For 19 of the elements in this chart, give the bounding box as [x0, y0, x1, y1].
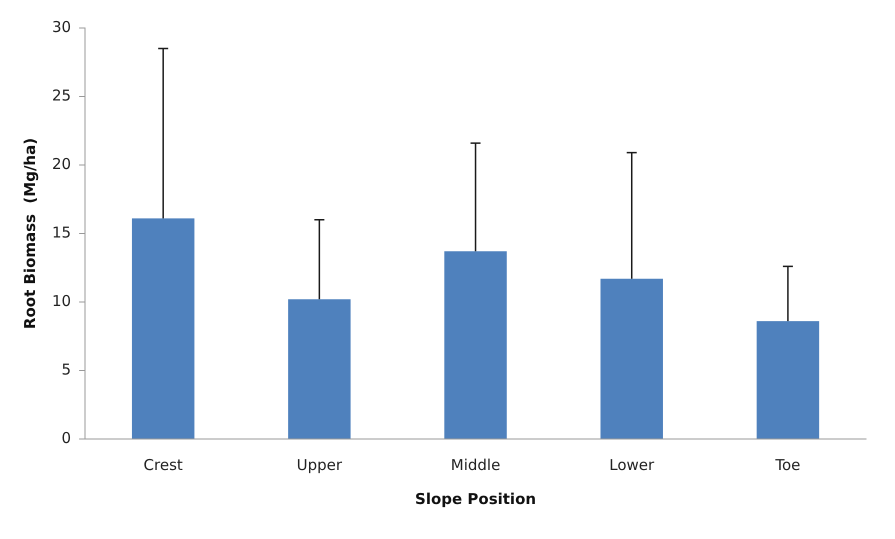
bar	[288, 299, 351, 438]
x-tick-label: Crest	[144, 456, 183, 474]
y-tick-label: 25	[52, 86, 72, 104]
bar	[444, 251, 507, 438]
y-tick-label: 0	[62, 428, 72, 447]
bar	[756, 321, 820, 438]
y-tick-label: 20	[52, 154, 72, 173]
bar	[132, 218, 194, 438]
y-tick-label: 5	[62, 360, 72, 378]
y-tick-label: 30	[52, 18, 72, 36]
x-tick-label: Toe	[774, 456, 800, 474]
bar	[600, 278, 663, 438]
y-tick-label: 15	[52, 223, 72, 242]
x-tick-label: Upper	[296, 456, 343, 474]
y-tick-label: 10	[52, 292, 72, 310]
x-tick-label: Middle	[450, 456, 500, 474]
x-tick-label: Lower	[609, 456, 656, 474]
y-axis-title: Root Biomass (Mg/ha)	[20, 138, 39, 330]
x-axis-title: Slope Position	[415, 490, 536, 508]
